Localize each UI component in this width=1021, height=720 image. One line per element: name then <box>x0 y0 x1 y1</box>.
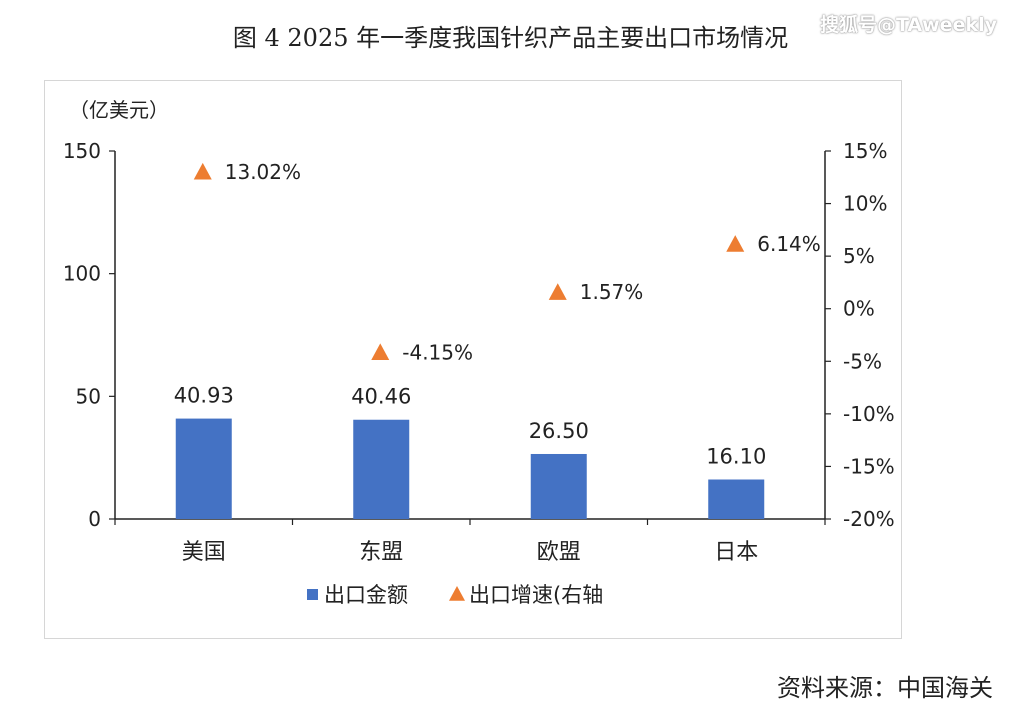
y2-tick-label: -15% <box>843 454 895 478</box>
bar-data-label: 40.46 <box>351 385 411 409</box>
y-tick-label: 0 <box>88 507 101 531</box>
source-note: 资料来源：中国海关 <box>777 674 993 702</box>
y2-tick-label: 0% <box>843 297 875 321</box>
legend-label-marker: 出口增速(右轴 <box>469 583 603 607</box>
legend: 出口金额 出口增速(右轴 <box>307 583 603 607</box>
x-tick-label: 欧盟 <box>537 540 581 565</box>
x-tick-label: 美国 <box>182 540 226 565</box>
growth-marker <box>548 283 567 300</box>
y-tick-label: 100 <box>63 262 101 286</box>
y-tick-label: 150 <box>63 139 101 163</box>
growth-marker <box>193 162 212 180</box>
legend-swatch-bar <box>307 589 318 600</box>
bar-series: 40.93 40.46 26.50 16.10 <box>174 384 766 519</box>
y2-tick-label: 15% <box>843 139 887 163</box>
marker-series: 13.02% -4.15% 1.57% 6.14% <box>193 160 821 364</box>
y2-tick-label: -5% <box>843 349 882 373</box>
axes: 0 50 100 150 -20% -15% -10% -5% 0% 5% 10% 15% <box>63 139 895 531</box>
growth-data-label: 13.02% <box>225 160 301 184</box>
figure-title: 图 4 2025 年一季度我国针织产品主要出口市场情况 <box>232 24 789 52</box>
x-tick-label: 东盟 <box>359 540 403 565</box>
bar <box>530 453 587 519</box>
bar <box>175 418 232 519</box>
chart: （亿美元） 0 50 100 150 -20% -15% -10% -5% 0% 5% 10% 15%… <box>63 98 895 607</box>
bar-data-label: 26.50 <box>529 419 589 443</box>
bar <box>353 419 410 519</box>
watermark: 搜狐号@TAweekly <box>819 14 997 36</box>
x-tick-labels: 美国 东盟 欧盟 日本 <box>182 540 759 565</box>
y2-tick-label: -20% <box>843 507 895 531</box>
y-tick-label: 50 <box>76 384 101 408</box>
bar <box>708 479 765 519</box>
legend-label-bar: 出口金额 <box>324 583 408 607</box>
growth-data-label: 1.57% <box>580 280 644 304</box>
growth-data-label: -4.15% <box>402 340 473 364</box>
x-tick-label: 日本 <box>714 540 758 565</box>
bar-data-label: 16.10 <box>706 445 766 469</box>
y-axis-label: （亿美元） <box>69 98 169 122</box>
growth-marker <box>371 343 390 360</box>
growth-data-label: 6.14% <box>757 232 821 256</box>
y2-tick-label: 10% <box>843 192 887 216</box>
bar-data-label: 40.93 <box>174 384 234 408</box>
growth-marker <box>726 235 745 252</box>
legend-swatch-marker <box>449 586 465 601</box>
y2-tick-label: 5% <box>843 244 875 268</box>
y2-tick-label: -10% <box>843 402 895 426</box>
chart-frame: （亿美元） 0 50 100 150 -20% -15% -10% -5% 0% 5% 10% 15%… <box>44 80 902 639</box>
